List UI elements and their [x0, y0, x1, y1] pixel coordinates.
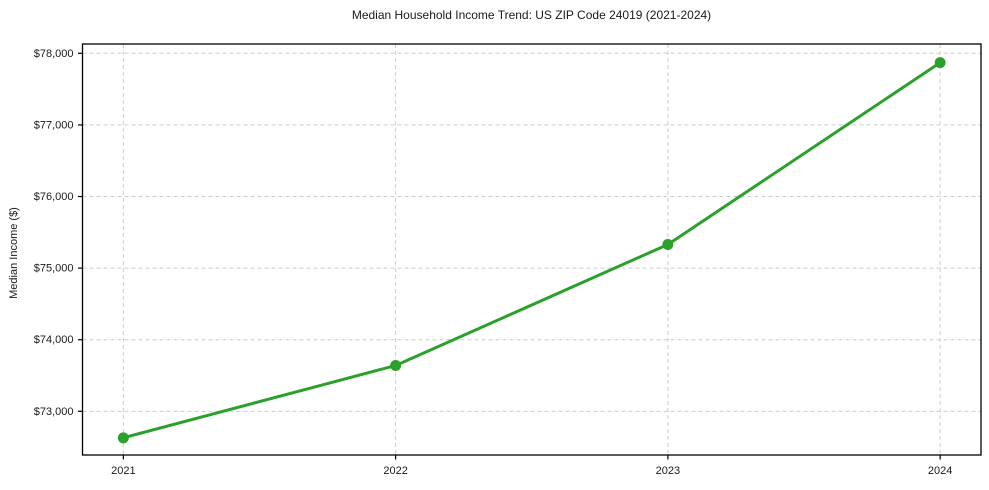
y-tick-label: $74,000 — [34, 334, 74, 346]
x-tick-label: 2024 — [928, 465, 952, 477]
y-tick-label: $77,000 — [34, 119, 74, 131]
x-tick-label: 2022 — [383, 465, 407, 477]
line-series — [121, 61, 942, 440]
data-point-2024 — [934, 57, 946, 69]
plot-border — [81, 43, 982, 456]
x-tick-label: 2021 — [111, 465, 135, 477]
y-tick-label: $73,000 — [34, 406, 74, 418]
y-tick-label: $76,000 — [34, 191, 74, 203]
y-tick-label: $78,000 — [34, 48, 74, 60]
data-point-2022 — [390, 359, 402, 371]
data-point-2021 — [117, 432, 129, 444]
x-tick-label: 2023 — [656, 465, 680, 477]
data-point-2023 — [662, 238, 674, 250]
chart-title: Median Household Income Trend: US ZIP Co… — [351, 8, 712, 22]
y-tick-label: $75,000 — [34, 263, 74, 275]
